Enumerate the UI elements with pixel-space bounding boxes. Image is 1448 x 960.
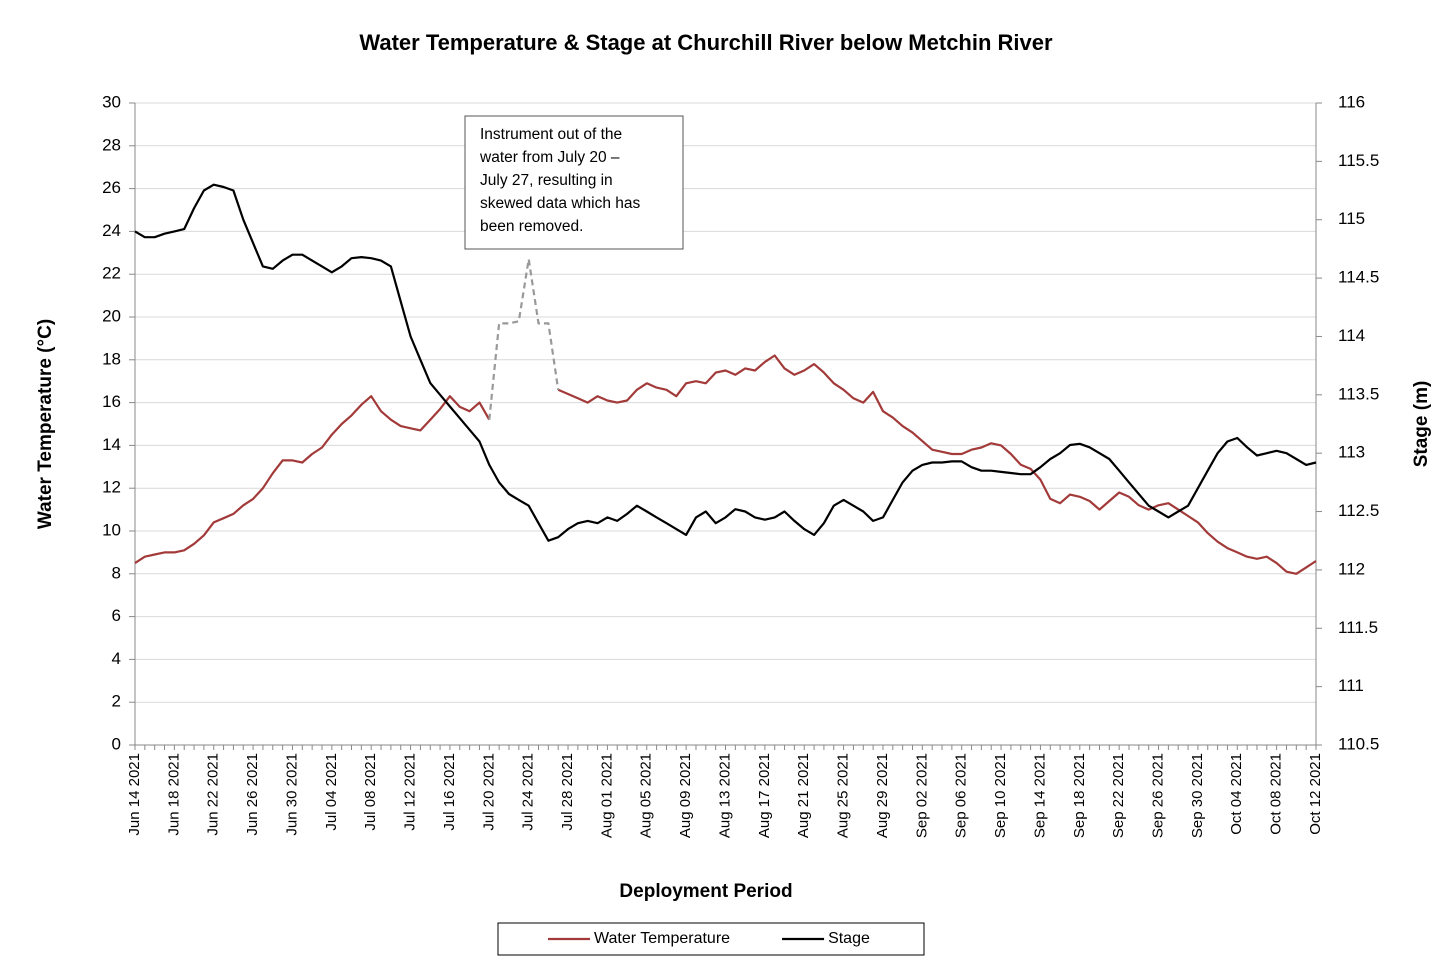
x-tick-label: Aug 17 2021 <box>756 753 773 838</box>
x-tick-label: Sep 10 2021 <box>992 753 1009 838</box>
y2-tick-label: 110.5 <box>1338 734 1379 753</box>
annotation-text: been removed. <box>480 218 583 235</box>
y-tick-label: 0 <box>112 734 121 753</box>
y-tick-label: 22 <box>102 264 121 283</box>
x-tick-label: Aug 01 2021 <box>598 753 615 838</box>
series-line <box>488 258 560 420</box>
annotation-box <box>464 115 684 250</box>
annotation-text: Instrument out of the <box>480 126 622 143</box>
x-tick-label: Sep 14 2021 <box>1031 753 1048 838</box>
x-tick-label: Sep 02 2021 <box>913 753 930 838</box>
annotation-text: July 27, resulting in <box>480 172 613 189</box>
x-tick-label: Jun 22 2021 <box>205 753 222 836</box>
x-tick-label: Sep 26 2021 <box>1150 753 1167 838</box>
y2-tick-label: 114.5 <box>1338 268 1379 287</box>
chart-title: Water Temperature & Stage at Churchill R… <box>359 30 1053 55</box>
x-tick-label: Aug 21 2021 <box>795 753 812 838</box>
x-tick-label: Jul 08 2021 <box>362 753 379 831</box>
y2-tick-label: 114 <box>1338 326 1365 345</box>
x-tick-label: Jun 30 2021 <box>283 753 300 836</box>
annotation-text: water from July 20 – <box>479 149 620 166</box>
x-tick-label: Sep 06 2021 <box>953 753 970 838</box>
x-tick-label: Jul 12 2021 <box>402 753 419 831</box>
y-tick-label: 18 <box>102 349 121 368</box>
y-tick-label: 24 <box>102 221 121 240</box>
x-tick-label: Jul 04 2021 <box>323 753 340 831</box>
x-tick-label: Oct 12 2021 <box>1307 753 1324 835</box>
x-tick-label: Jun 14 2021 <box>126 753 143 836</box>
x-tick-label: Aug 29 2021 <box>874 753 891 838</box>
x-tick-label: Sep 22 2021 <box>1110 753 1127 838</box>
y2-tick-label: 112.5 <box>1338 501 1379 520</box>
y2-tick-label: 113 <box>1338 443 1365 462</box>
legend-label: Stage <box>828 930 870 947</box>
x-tick-label: Aug 09 2021 <box>677 753 694 838</box>
y-axis-title: Water Temperature (°C) <box>35 319 56 529</box>
x-tick-label: Sep 30 2021 <box>1189 753 1206 838</box>
x-tick-label: Jul 28 2021 <box>559 753 576 831</box>
x-tick-label: Aug 13 2021 <box>716 753 733 838</box>
x-tick-label: Jun 26 2021 <box>244 753 261 836</box>
x-tick-label: Aug 25 2021 <box>835 753 852 838</box>
x-axis-title: Deployment Period <box>619 881 792 902</box>
series-line <box>134 395 491 565</box>
legend-label: Water Temperature <box>594 930 730 947</box>
y2-tick-label: 113.5 <box>1338 384 1379 403</box>
annotation-text: skewed data which has <box>480 195 641 212</box>
y2-tick-label: 116 <box>1338 92 1365 111</box>
y-tick-label: 26 <box>102 178 121 197</box>
y2-tick-label: 115.5 <box>1338 151 1379 170</box>
y-tick-label: 30 <box>102 92 121 111</box>
y-tick-label: 28 <box>102 135 121 154</box>
y-tick-label: 20 <box>102 306 121 325</box>
y-tick-label: 2 <box>112 692 121 711</box>
x-tick-label: Oct 04 2021 <box>1228 753 1245 835</box>
y2-tick-label: 111 <box>1338 676 1364 695</box>
y-tick-label: 12 <box>102 478 121 497</box>
y2-axis-title: Stage (m) <box>1411 381 1432 468</box>
y2-tick-label: 111.5 <box>1338 618 1378 637</box>
x-tick-label: Jul 20 2021 <box>480 753 497 831</box>
y-tick-label: 8 <box>112 563 121 582</box>
y2-tick-label: 115 <box>1338 209 1365 228</box>
x-tick-label: Jun 18 2021 <box>165 753 182 836</box>
x-tick-label: Jul 24 2021 <box>520 753 537 831</box>
x-tick-label: Jul 16 2021 <box>441 753 458 831</box>
series-line <box>557 354 1317 575</box>
y-tick-label: 16 <box>102 392 121 411</box>
y-tick-label: 14 <box>102 435 121 454</box>
series-line <box>134 183 1317 542</box>
y2-tick-label: 112 <box>1338 559 1365 578</box>
y-tick-label: 6 <box>112 606 121 625</box>
x-tick-label: Sep 18 2021 <box>1071 753 1088 838</box>
y-tick-label: 10 <box>102 520 121 539</box>
x-tick-label: Aug 05 2021 <box>638 753 655 838</box>
y-tick-label: 4 <box>112 649 121 668</box>
x-tick-label: Oct 08 2021 <box>1268 753 1285 835</box>
